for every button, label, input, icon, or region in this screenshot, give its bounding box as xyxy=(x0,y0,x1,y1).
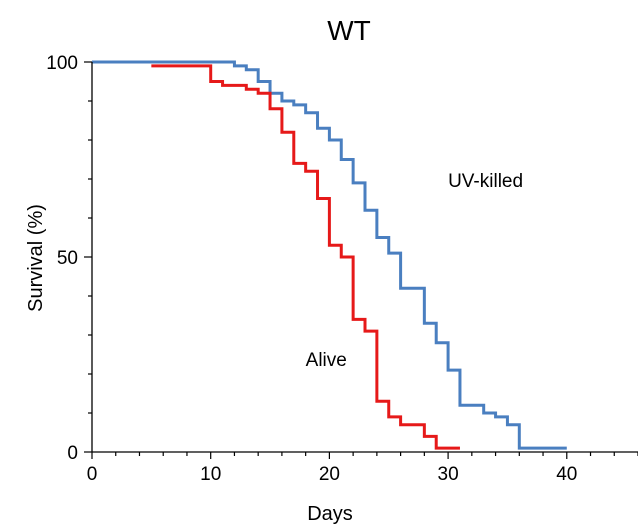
plot-area xyxy=(92,60,567,450)
x-tick-label: 30 xyxy=(438,464,459,485)
annotation-alive: Alive xyxy=(306,350,347,371)
series-line-alive xyxy=(151,64,460,450)
y-tick-label: 100 xyxy=(46,53,78,74)
x-tick-label: 20 xyxy=(319,464,340,485)
x-tick-label: 10 xyxy=(200,464,221,485)
x-tick-label: 40 xyxy=(556,464,577,485)
axis-ticks: 0 10 20 30 40 0 50 100 xyxy=(46,53,638,485)
chart-title: WT xyxy=(327,15,371,46)
y-tick-label: 0 xyxy=(67,443,78,464)
x-tick-label: 0 xyxy=(87,464,98,485)
annotation-uv-killed: UV-killed xyxy=(448,171,523,192)
y-axis-title: Survival (%) xyxy=(25,204,47,312)
y-tick-label: 50 xyxy=(57,248,78,269)
series-line-uv-killed xyxy=(92,60,567,450)
x-axis-title: Days xyxy=(307,503,353,525)
annotations: UV-killed Alive xyxy=(306,171,523,371)
